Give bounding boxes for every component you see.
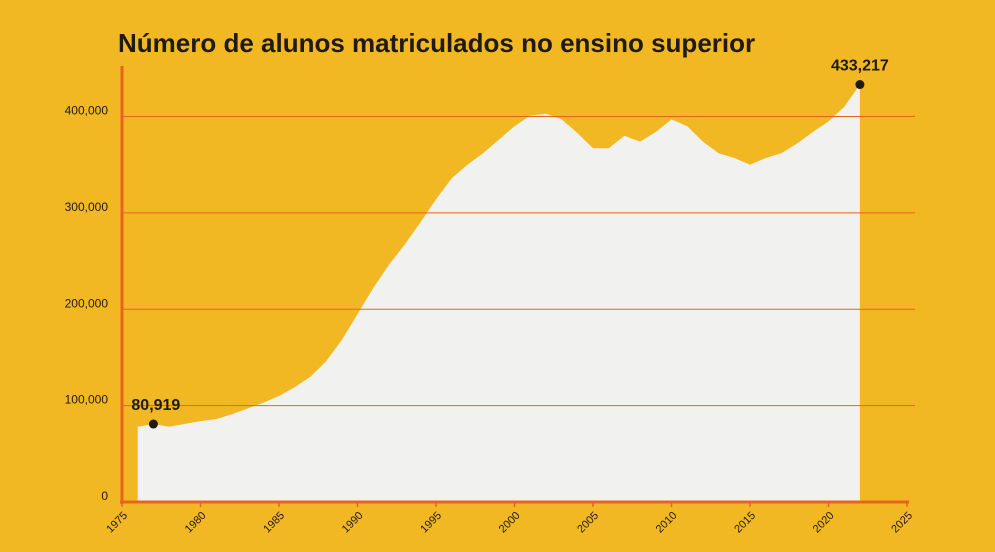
- y-tick-label: 300,000: [65, 200, 109, 214]
- annotation-point-1: [855, 80, 865, 90]
- x-tick-label: 2010: [654, 510, 680, 536]
- y-tick-label: 0: [101, 489, 108, 503]
- x-tick-label: 2025: [889, 510, 915, 536]
- y-tick-label: 200,000: [65, 296, 109, 310]
- x-tick-label: 2000: [497, 510, 523, 536]
- x-tick-label: 1995: [418, 510, 444, 536]
- x-tick-label: 2015: [732, 510, 758, 536]
- annotation-label-1: 433,217: [831, 58, 889, 75]
- x-tick-label: 1990: [340, 510, 366, 536]
- y-tick-label: 400,000: [65, 104, 109, 118]
- area-series: [137, 84, 860, 502]
- x-tick-label: 1980: [183, 510, 209, 536]
- x-tick-label: 1985: [261, 510, 287, 536]
- x-tick-label: 2020: [811, 510, 837, 536]
- annotation-point-0: [148, 419, 158, 429]
- y-tick-label: 100,000: [65, 393, 109, 407]
- x-tick-label: 1975: [104, 510, 130, 536]
- annotation-label-0: 80,919: [131, 397, 180, 414]
- x-tick-label: 2005: [575, 510, 601, 536]
- chart-title: Número de alunos matriculados no ensino …: [118, 28, 755, 58]
